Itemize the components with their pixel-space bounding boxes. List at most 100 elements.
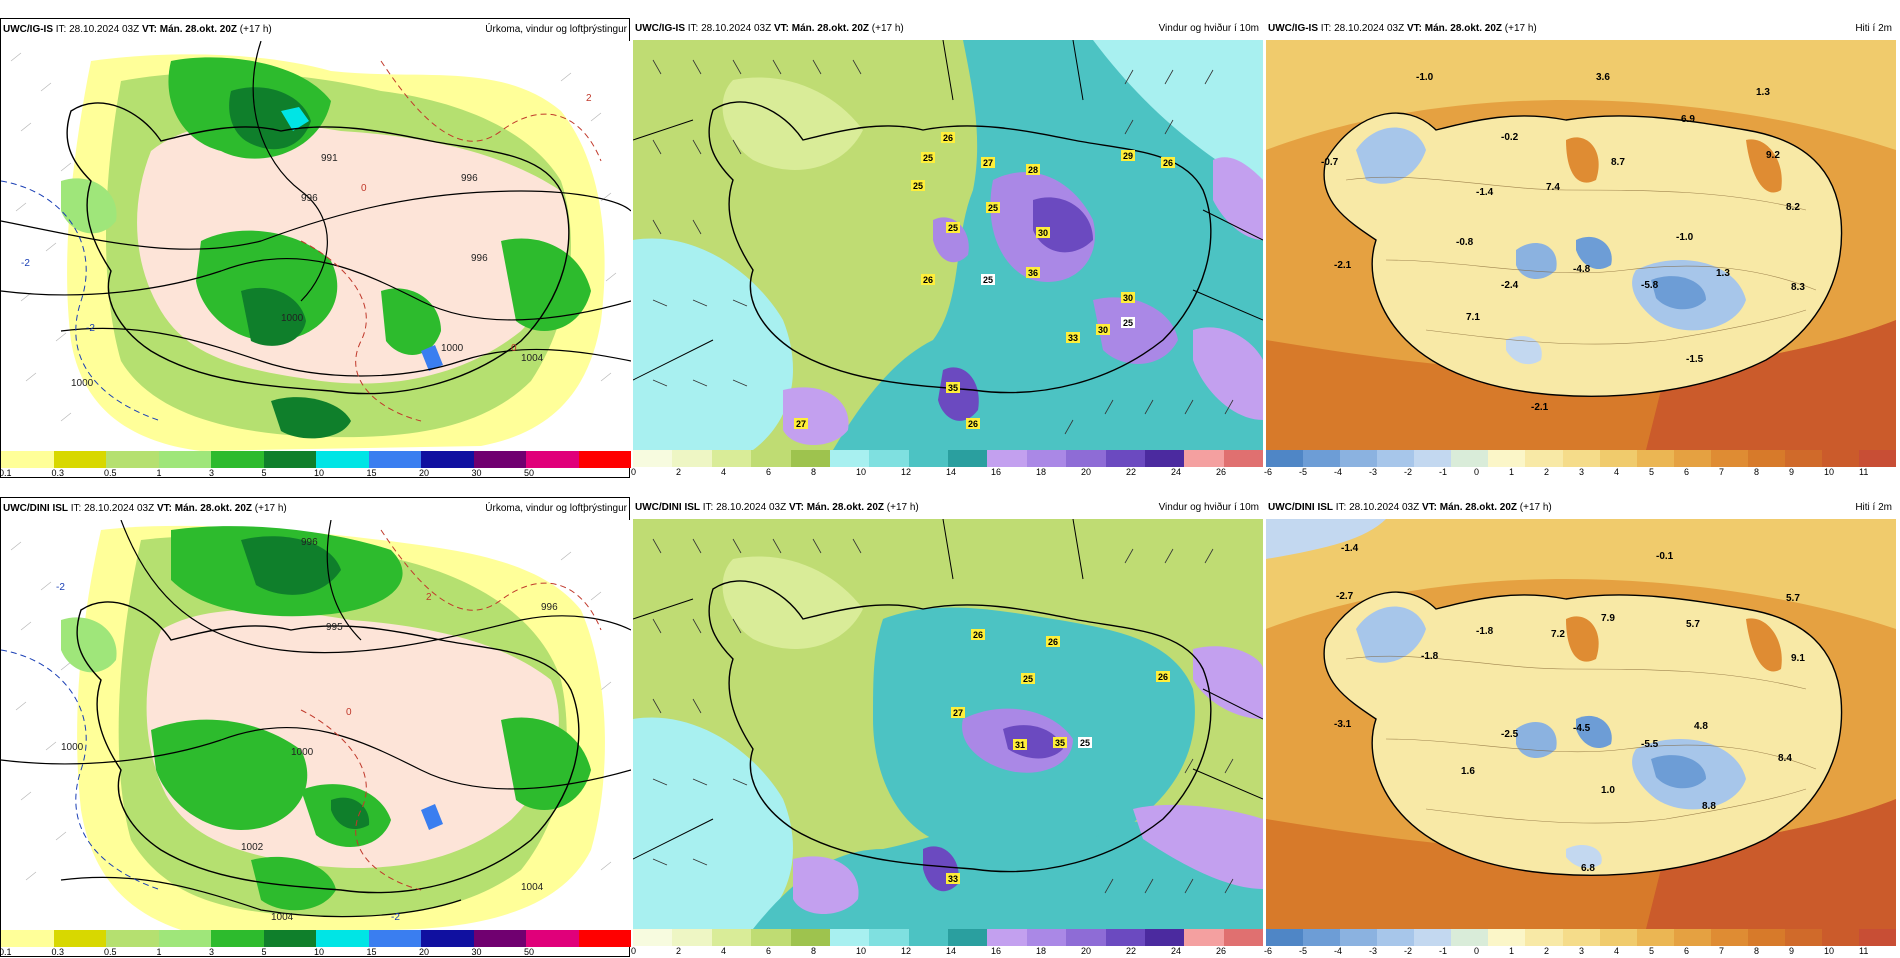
colorbar-swatch [526,451,579,468]
valid-time: VT: Mán. 28.okt. 20Z [788,502,884,513]
svg-text:-2.1: -2.1 [1334,260,1352,271]
model-name: UWC/IG-IS [635,23,685,34]
colorbar-swatch [1223,929,1263,946]
colorbar-tick-label [836,467,859,478]
svg-text:3.6: 3.6 [1596,72,1610,83]
colorbar-tick-label: 26 [1216,467,1227,477]
colorbar-tick-label: -4 [1334,946,1343,956]
colorbar-tick-label [656,467,679,478]
colorbar-tick-label [1106,467,1129,478]
panel-precip-igis: UWC/IG-IS IT: 28.10.2024 03Z VT: Mán. 28… [0,18,631,479]
colorbar-swatch [1488,929,1526,946]
precip-map[interactable]: 991 996 996 1000 1000 1004 1000 996 -2 -… [1,41,631,451]
colorbar-tick-label: 12 [901,467,912,477]
colorbar-tick-label [1241,946,1264,957]
lead-time: (+17 h) [1504,23,1537,34]
colorbar-swatch [1303,929,1341,946]
colorbar-swatch [1066,929,1106,946]
colorbar-swatch [1859,450,1897,467]
svg-text:-2.7: -2.7 [1336,591,1354,602]
colorbar-tick-label: 20 [419,947,430,957]
panel-title: Úrkoma, vindur og loftþrýstingur [485,24,627,35]
colorbar-tick-label: -4 [1334,467,1343,477]
model-name: UWC/DINI ISL [3,503,68,514]
colorbar-swatch [106,451,159,468]
colorbar-swatch [1340,929,1378,946]
colorbar-tick-label [1061,946,1084,957]
svg-text:5.7: 5.7 [1786,593,1800,604]
colorbar-tick-label: 0.3 [51,468,65,478]
svg-text:2: 2 [426,592,432,603]
svg-text:996: 996 [301,193,318,204]
panel-wind-igis: UWC/IG-IS IT: 28.10.2024 03Z VT: Mán. 28… [631,18,1263,478]
colorbar-tick-label [701,467,724,478]
model-name: UWC/IG-IS [1268,23,1318,34]
lead-time: (+17 h) [1519,502,1552,513]
colorbar-tick-label [926,946,949,957]
colorbar-tick-label [791,467,814,478]
init-time: IT: 28.10.2024 03Z [1335,502,1420,513]
svg-text:26: 26 [1163,158,1173,168]
colorbar-swatch [158,451,211,468]
colorbar-tick-label: 5 [261,468,267,478]
colorbar-tick-label: 30 [471,947,482,957]
svg-text:6.9: 6.9 [1681,114,1695,125]
colorbar-tick-label [1016,946,1039,957]
svg-text:27: 27 [796,419,806,429]
svg-text:1004: 1004 [521,882,544,893]
colorbar-swatch [1144,929,1185,946]
panel-precip-dini: UWC/DINI ISL IT: 28.10.2024 03Z VT: Mán.… [0,497,631,957]
init-time: IT: 28.10.2024 03Z [55,24,140,35]
colorbar-swatch [421,930,474,947]
temp-colorbar: -6 -5 -4 -3 -2 -1 0 1 2 3 4 5 6 7 8 9 10 11 [1264,450,1897,478]
colorbar-swatch [790,450,830,467]
colorbar-tick-label: 10 [1824,946,1835,956]
colorbar-tick-label: 2 [676,467,682,477]
colorbar-tick-label: 0.5 [104,468,117,478]
precip-colorbar: 0.1 0.3 0.5 1 3 5 10 15 20 30 50 [0,451,631,479]
colorbar-tick-label: 11 [1859,946,1869,956]
temp-map[interactable]: -1.4 -0.1 -2.7 5.7 -1.8 7.2 7.9 5.7 -1.8… [1266,519,1896,929]
colorbar-tick-label: 0 [1474,467,1480,477]
svg-text:-1.0: -1.0 [1416,72,1434,83]
colorbar-tick-label: 0 [631,946,637,956]
svg-text:2: 2 [586,93,592,104]
colorbar-swatch [53,930,106,947]
colorbar-swatch [1223,450,1263,467]
colorbar-tick-label [1016,467,1039,478]
colorbar-tick-label: -6 [1264,467,1273,477]
wind-map[interactable]: 26 26 25 26 27 31 35 25 33 [633,519,1263,929]
colorbar-swatch [1599,450,1637,467]
colorbar-tick-label: 2 [1544,467,1550,477]
wind-map[interactable]: 26 25 27 25 28 25 25 30 26 36 25 30 33 3… [633,40,1263,450]
colorbar-swatch [711,929,752,946]
colorbar-tick-label: 1 [156,468,162,478]
colorbar-swatch [53,451,106,468]
panel-header: UWC/DINI ISL IT: 28.10.2024 03Z VT: Mán.… [1266,497,1896,519]
temp-map[interactable]: -1.0 3.6 1.3 -0.7 -0.2 6.9 8.7 9.2 7.4 -… [1266,40,1896,450]
colorbar-tick-label: 4 [1614,946,1620,956]
precip-map-svg: 996 995 996 1000 1000 1002 1004 1004 -2 … [1,520,631,930]
svg-text:9.1: 9.1 [1791,653,1805,664]
svg-text:7.1: 7.1 [1466,312,1480,323]
colorbar-tick-label: 4 [721,467,727,477]
svg-text:-1.4: -1.4 [1341,543,1359,554]
svg-text:-2.1: -2.1 [1531,402,1549,413]
colorbar-swatch [948,450,988,467]
colorbar-swatch [1710,450,1748,467]
temp-map-svg: -1.0 3.6 1.3 -0.7 -0.2 6.9 8.7 9.2 7.4 -… [1266,40,1896,450]
colorbar-swatch [1303,450,1341,467]
precip-map[interactable]: 996 995 996 1000 1000 1002 1004 1004 -2 … [1,520,631,930]
svg-text:991: 991 [321,153,338,164]
colorbar-swatch [263,930,316,947]
colorbar-swatch [633,929,673,946]
colorbar-tick-label [971,467,994,478]
svg-text:-2: -2 [391,912,400,923]
svg-text:26: 26 [923,275,933,285]
colorbar-tick-label [926,467,949,478]
colorbar-tick-label: 0.1 [0,468,12,478]
colorbar-tick-label: 16 [991,467,1002,477]
svg-text:-2: -2 [86,323,95,334]
colorbar-swatch [869,929,909,946]
model-name: UWC/IG-IS [3,24,53,35]
